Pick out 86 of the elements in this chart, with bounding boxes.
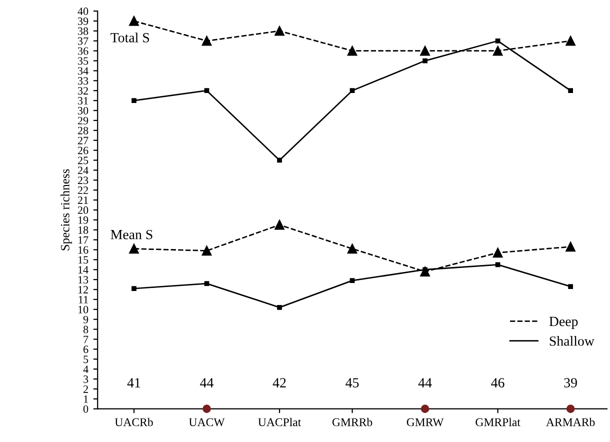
point: [129, 16, 139, 26]
y-tick-label: 28: [78, 126, 88, 134]
y-tick-label: 39: [78, 17, 88, 25]
y-tick-label: 0: [83, 405, 88, 413]
point: [274, 26, 284, 36]
y-tick-label: 14: [78, 266, 88, 274]
point: [495, 38, 500, 44]
y-tick-label: 8: [83, 326, 88, 334]
point: [350, 88, 355, 94]
y-tick-label: 27: [78, 136, 88, 144]
y-tick-label: 22: [78, 186, 88, 194]
annotation: 39: [564, 378, 577, 388]
x-tick-label: UACRb: [114, 418, 153, 426]
y-tick-label: 10: [78, 306, 88, 314]
y-tick-label: 26: [78, 146, 88, 154]
annotation: 41: [127, 378, 140, 388]
x-tick-label: GMRRb: [332, 418, 372, 426]
y-tick-label: 3: [84, 376, 88, 383]
y-tick-label: 31: [78, 97, 88, 105]
y-tick-label: 13: [78, 276, 88, 284]
y-tick-label: 40: [78, 8, 88, 16]
y-tick-label: 1: [84, 395, 88, 403]
y-tick-label: 11: [78, 296, 88, 304]
point: [566, 242, 576, 252]
point: [422, 58, 428, 64]
y-tick-label: 38: [78, 27, 88, 35]
point: [347, 244, 358, 254]
point: [202, 36, 212, 46]
annotation: 44: [418, 378, 432, 388]
y-tick-label: 7: [84, 336, 88, 344]
y-tick-label: 35: [78, 57, 88, 65]
y-tick-label: 4: [83, 366, 88, 373]
point: [347, 46, 358, 56]
point: [350, 278, 355, 283]
annotation: Total S: [110, 32, 150, 42]
legend-label: Shallow: [550, 336, 594, 346]
y-tick-label: 20: [78, 206, 88, 214]
x-tick-label: UACPlat: [258, 418, 302, 426]
annotation: 45: [346, 378, 359, 388]
annotation: 44: [200, 378, 214, 388]
x-tick-label: GMRPlat: [476, 418, 520, 426]
y-tick-label: 15: [78, 256, 88, 264]
y-tick-label: 2: [84, 385, 88, 393]
x-tick-label: UACW: [188, 418, 225, 426]
point: [568, 88, 573, 94]
point: [274, 220, 284, 230]
y-tick-label: 12: [78, 286, 88, 294]
y-tick-label: 34: [78, 67, 88, 75]
y-tick-label: 36: [78, 47, 88, 55]
y-tick-label: 32: [78, 87, 88, 95]
annotation: Mean S: [110, 230, 152, 240]
point: [277, 158, 282, 163]
x-tick-label: ARMARb: [546, 418, 595, 426]
point: [566, 36, 576, 46]
y-tick-label: 9: [83, 316, 88, 324]
y-axis-title: Species richness: [60, 169, 72, 250]
y-tick-label: 30: [78, 106, 88, 114]
y-tick-label: 24: [78, 166, 88, 174]
y-tick-label: 19: [78, 216, 88, 224]
legend-label: Deep: [549, 316, 578, 329]
x-tick-label: GMRW: [406, 418, 444, 426]
point: [420, 46, 430, 56]
y-tick-label: 25: [78, 156, 88, 164]
point: [204, 281, 210, 286]
y-tick-label: 33: [78, 77, 88, 85]
point: [495, 262, 500, 268]
y-tick-label: 5: [84, 356, 88, 364]
y-tick-label: 21: [78, 196, 88, 204]
point: [492, 248, 503, 258]
point: [132, 98, 136, 103]
y-tick-label: 29: [78, 116, 88, 124]
point: [277, 304, 282, 310]
point: [202, 246, 212, 256]
point: [204, 88, 210, 94]
point: [568, 284, 573, 289]
point: [129, 244, 139, 254]
y-tick-label: 18: [78, 226, 88, 234]
point: [492, 46, 503, 56]
y-tick-label: 6: [83, 346, 88, 354]
y-tick-label: 37: [78, 37, 88, 45]
annotation: 46: [491, 378, 504, 388]
y-tick-label: 16: [78, 246, 88, 254]
y-tick-label: 17: [78, 236, 88, 244]
y-tick-label: 23: [78, 176, 88, 184]
point: [132, 286, 136, 291]
annotation: 42: [272, 378, 286, 388]
